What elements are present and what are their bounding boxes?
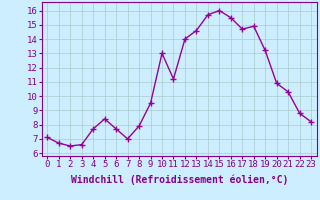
X-axis label: Windchill (Refroidissement éolien,°C): Windchill (Refroidissement éolien,°C) (70, 175, 288, 185)
